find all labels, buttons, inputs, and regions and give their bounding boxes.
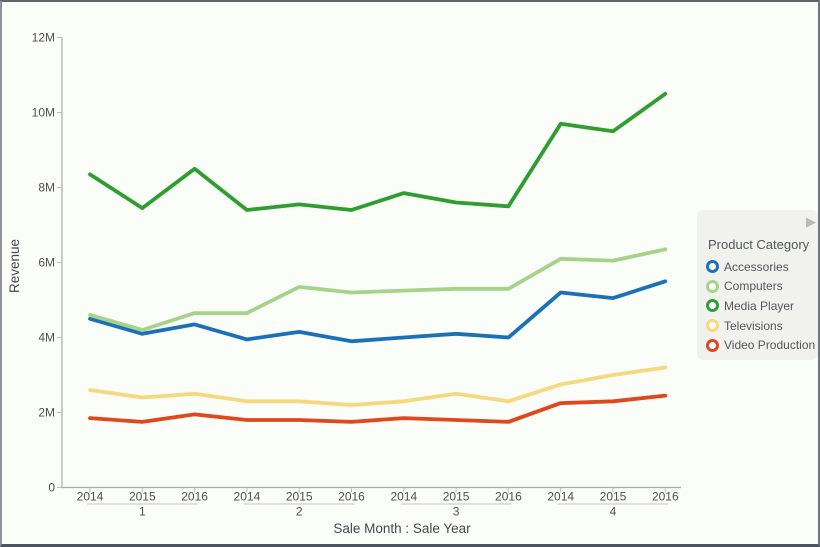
video-production-series-swatch-icon [706, 338, 719, 352]
legend-expand-icon[interactable]: ▶ [806, 214, 816, 229]
x-tick-year-label: 2014 [547, 490, 574, 504]
series-line-accessories [88, 279, 668, 344]
y-tick-label: 0 [48, 481, 55, 495]
x-tick-year-label: 2015 [286, 490, 313, 504]
x-tick-year-label: 2015 [443, 490, 470, 504]
legend-item-label: Televisions [724, 318, 783, 333]
accessories-series-swatch-icon [706, 260, 719, 274]
legend-item-label: Media Player [724, 298, 795, 313]
x-tick-year-label: 2014 [77, 490, 104, 504]
y-tick-label: 10M [32, 106, 55, 120]
y-axis-title: Revenue [7, 238, 22, 294]
x-tick-year-label: 2016 [181, 490, 208, 504]
series-line-computers [88, 247, 668, 332]
televisions-series-swatch-icon [706, 319, 719, 333]
legend-item-label: Computers [724, 279, 783, 294]
x-tick-year-label: 2016 [495, 490, 522, 504]
legend-item-accessories[interactable]: Accessories [697, 257, 818, 277]
computers-series-swatch-icon [706, 279, 719, 293]
y-tick-label: 4M [38, 331, 55, 345]
legend-item-label: Video Production [724, 338, 816, 353]
legend-item-media-player[interactable]: Media Player [697, 296, 818, 316]
y-tick-label: 2M [38, 406, 55, 420]
x-group-month-label: 2 [296, 505, 303, 519]
x-tick-year-label: 2015 [600, 490, 627, 504]
x-tick-year-label: 2016 [338, 490, 365, 504]
x-axis-title: Sale Month : Sale Year [333, 521, 471, 536]
series-line-video-production [88, 393, 668, 424]
legend-title: Product Category [708, 237, 810, 252]
x-tick-year-label: 2014 [390, 490, 417, 504]
x-group-month-label: 3 [453, 505, 460, 519]
legend-item-video-production[interactable]: Video Production [697, 335, 818, 355]
legend-item-televisions[interactable]: Televisions [697, 316, 818, 336]
y-tick-label: 6M [38, 256, 55, 270]
x-group-month-label: 4 [610, 505, 617, 519]
x-tick-year-label: 2014 [234, 490, 261, 504]
legend-panel: ▶ Product Category Accessories Computers… [697, 210, 818, 360]
legend-item-label: Accessories [724, 259, 789, 274]
y-tick-label: 12M [32, 31, 55, 45]
y-tick-label: 8M [38, 181, 55, 195]
x-tick-year-label: 2016 [652, 490, 679, 504]
media-player-series-swatch-icon [706, 299, 719, 313]
series-line-media-player [88, 91, 668, 212]
legend-item-computers[interactable]: Computers [697, 277, 818, 297]
x-tick-year-label: 2015 [129, 490, 156, 504]
x-group-month-label: 1 [139, 505, 146, 519]
series-line-televisions [88, 365, 668, 407]
